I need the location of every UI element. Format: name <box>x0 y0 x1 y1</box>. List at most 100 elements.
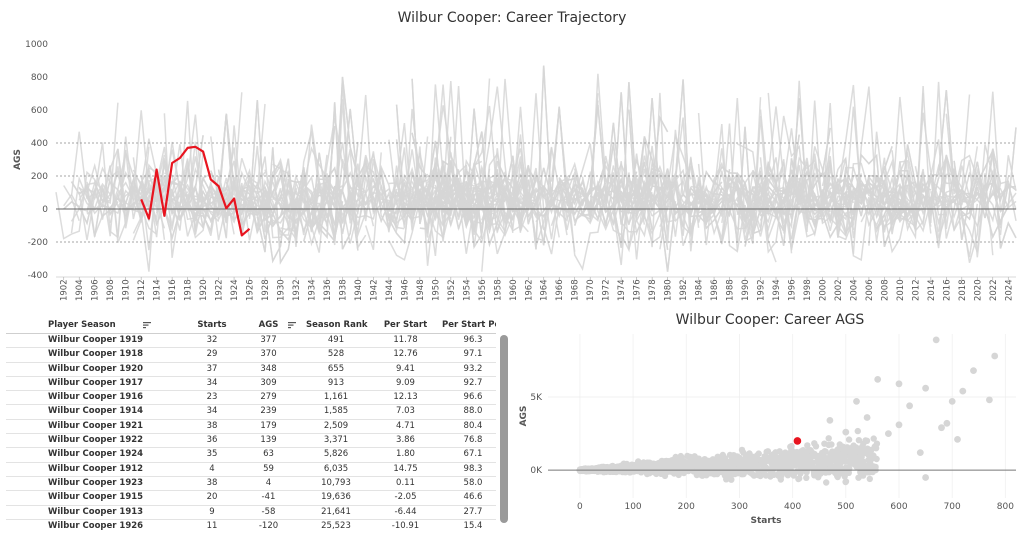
table-row[interactable]: Wilbur Cooper 1914 34 239 1,585 7.03 88.0 <box>6 405 496 420</box>
per-start-percentile-cell: 15.4 <box>463 520 483 531</box>
per-start-cell: 7.03 <box>396 406 415 417</box>
player-season-cell: Wilbur Cooper 1917 <box>48 377 144 388</box>
ags-cell: 348 <box>260 363 277 374</box>
starts-cell: 11 <box>206 520 218 531</box>
x-axis-label: Starts <box>751 516 782 526</box>
table-row[interactable]: Wilbur Cooper 1922 36 139 3,371 3.86 76.8 <box>6 434 496 449</box>
starts-cell: 35 <box>206 449 218 460</box>
column-header-player-season[interactable]: Player Season <box>48 320 116 330</box>
starts-cell: 34 <box>206 377 218 388</box>
starts-cell: 34 <box>206 406 218 417</box>
x-tick-label: 1906 <box>91 279 101 301</box>
sort-icon[interactable] <box>288 321 296 329</box>
x-tick-label: 2006 <box>865 279 875 301</box>
column-header-per-start-percentile[interactable]: Per Start Perc.. <box>442 320 496 330</box>
x-tick-label: 2008 <box>880 279 890 301</box>
player-season-cell: Wilbur Cooper 1922 <box>48 435 144 446</box>
y-tick-label: 400 <box>31 139 48 149</box>
table-row[interactable]: Wilbur Cooper 1919 32 377 491 11.78 96.3 <box>6 334 496 349</box>
per-start-percentile-cell: 46.6 <box>463 492 483 503</box>
x-tick-label: 1958 <box>493 279 503 301</box>
per-start-percentile-cell: 92.7 <box>463 377 483 388</box>
column-header-season-rank[interactable]: Season Rank <box>306 320 368 330</box>
x-tick-label: 1926 <box>246 279 256 301</box>
x-tick-label: 2004 <box>849 279 859 301</box>
table-header: Player Season Starts AGS Season Rank Per… <box>6 317 496 334</box>
sort-icon[interactable] <box>143 321 151 329</box>
x-tick-label: 100 <box>624 502 641 512</box>
table-row[interactable]: Wilbur Cooper 1926 11 -120 25,523 -10.91 15.4 <box>6 520 496 531</box>
x-tick-label: 1908 <box>106 279 116 301</box>
y-axis-label: AGS <box>13 149 23 170</box>
player-season-cell: Wilbur Cooper 1912 <box>48 463 144 474</box>
ags-cell: 370 <box>260 349 277 360</box>
ags-cell: 309 <box>260 377 277 388</box>
table-row[interactable]: Wilbur Cooper 1921 38 179 2,509 4.71 80.4 <box>6 420 496 435</box>
column-header-ags[interactable]: AGS <box>258 320 279 330</box>
ags-cell: 239 <box>260 406 277 417</box>
x-tick-label: 2012 <box>911 279 921 301</box>
column-header-starts[interactable]: Starts <box>197 320 227 330</box>
x-tick-label: 1916 <box>168 279 178 301</box>
x-tick-label: 1952 <box>447 279 457 301</box>
table-row[interactable]: Wilbur Cooper 1913 9 -58 21,641 -6.44 27.7 <box>6 506 496 520</box>
per-start-percentile-cell: 88.0 <box>463 406 483 417</box>
y-tick-label: 5K <box>530 393 543 403</box>
per-start-percentile-cell: 80.4 <box>463 420 483 431</box>
trajectory-chart: -400 -200 0 200 400 600 800 1000 AGS 1902 1904 1906… <box>13 40 1017 301</box>
x-tick-label: 800 <box>997 502 1014 512</box>
x-tick-label: 1938 <box>338 279 348 301</box>
x-tick-label: 1940 <box>354 279 364 301</box>
x-tick-label: 1988 <box>726 279 736 301</box>
x-tick-label: 1972 <box>602 279 612 301</box>
starts-cell: 38 <box>206 477 218 488</box>
x-tick-label: 1948 <box>416 279 426 301</box>
starts-cell: 32 <box>206 335 218 345</box>
x-tick-label: 1966 <box>555 279 565 301</box>
table-row[interactable]: Wilbur Cooper 1916 23 279 1,161 12.13 96.6 <box>6 391 496 406</box>
x-tick-label: 2016 <box>942 279 952 301</box>
table-row[interactable]: Wilbur Cooper 1915 20 -41 19,636 -2.05 46.6 <box>6 491 496 506</box>
x-tick-label: 1928 <box>261 279 271 301</box>
x-tick-label: 1924 <box>230 279 240 301</box>
y-tick-label: 0 <box>42 205 48 215</box>
table-row[interactable]: Wilbur Cooper 1918 29 370 528 12.76 97.1 <box>6 348 496 363</box>
table-row[interactable]: Wilbur Cooper 1923 38 4 10,793 0.11 58.0 <box>6 477 496 492</box>
scrollbar-thumb[interactable] <box>500 335 508 523</box>
y-tick-label: 0K <box>530 466 543 476</box>
x-tick-label: 1936 <box>323 279 333 301</box>
x-tick-label: 1922 <box>215 279 225 301</box>
x-tick-label: 600 <box>890 502 907 512</box>
per-start-percentile-cell: 67.1 <box>463 449 483 460</box>
per-start-cell: 12.76 <box>393 349 418 360</box>
starts-cell: 37 <box>206 363 218 374</box>
background-career-lines <box>55 65 1017 272</box>
table-row[interactable]: Wilbur Cooper 1912 4 59 6,035 14.75 98.3 <box>6 463 496 477</box>
per-start-cell: 9.41 <box>396 363 415 374</box>
x-tick-label: 1944 <box>385 279 395 301</box>
y-tick-label: 200 <box>31 172 48 182</box>
season-rank-cell: 491 <box>327 335 345 345</box>
x-tick-label: 1960 <box>509 279 519 301</box>
x-tick-label: 1946 <box>400 279 410 301</box>
x-tick-label: 1968 <box>571 279 581 301</box>
per-start-cell: -6.44 <box>394 506 417 517</box>
x-tick-label: 2018 <box>958 279 968 301</box>
starts-cell: 4 <box>209 463 215 474</box>
x-tick-label: 1920 <box>199 279 209 301</box>
table-row[interactable]: Wilbur Cooper 1924 35 63 5,826 1.80 67.1 <box>6 448 496 463</box>
player-season-cell: Wilbur Cooper 1921 <box>48 420 144 431</box>
x-tick-label: 1998 <box>803 279 813 301</box>
player-season-cell: Wilbur Cooper 1918 <box>48 349 144 360</box>
column-header-per-start[interactable]: Per Start <box>383 320 428 330</box>
table-row[interactable]: Wilbur Cooper 1917 34 309 913 9.09 92.7 <box>6 377 496 392</box>
season-rank-cell: 5,826 <box>323 449 349 460</box>
table-scrollbar[interactable] <box>500 335 508 523</box>
table-row[interactable]: Wilbur Cooper 1920 37 348 655 9.41 93.2 <box>6 363 496 377</box>
x-tick-label: 700 <box>944 502 961 512</box>
season-rank-cell: 21,641 <box>321 506 351 517</box>
starts-cell: 38 <box>206 420 218 431</box>
season-rank-cell: 6,035 <box>323 463 349 474</box>
ags-cell: 279 <box>260 392 277 403</box>
x-tick-label: 1996 <box>787 279 797 301</box>
